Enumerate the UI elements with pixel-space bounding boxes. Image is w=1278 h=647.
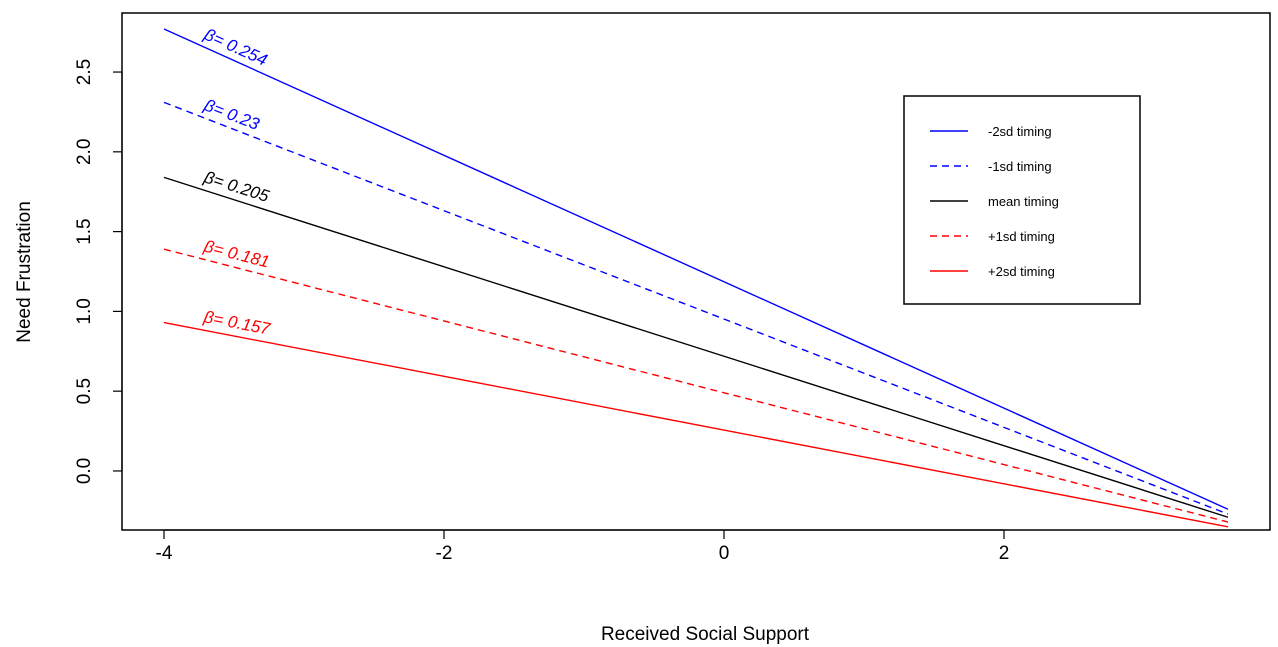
beta-value: = 0.23 (211, 99, 263, 134)
x-axis: -4 -2 0 2 (156, 529, 1010, 564)
series-line-1 (163, 101, 1229, 515)
beta-symbol: β (201, 307, 215, 328)
x-tick-label: -2 (436, 543, 453, 564)
series-line-4 (163, 321, 1229, 528)
y-tick-label: 1.5 (74, 218, 95, 244)
legend: -2sd timing -1sd timing mean timing +1sd ti… (903, 95, 1141, 305)
beta-label-3: β= 0.181 (201, 236, 272, 271)
series-lines (163, 28, 1229, 528)
beta-value: = 0.181 (211, 239, 271, 272)
beta-labels: β= 0.254 β = 0.23 β = 0.205 β= 0.181 β= 0.157 (200, 24, 272, 338)
legend-label-2: mean timing (988, 194, 1059, 209)
y-tick-label: 2.5 (74, 59, 95, 85)
x-tick-label: 0 (719, 543, 730, 564)
y-tick-label: 0.5 (74, 378, 95, 404)
y-axis: 0.0 0.5 1.0 1.5 2.0 2.5 (74, 59, 123, 484)
beta-label-0: β= 0.254 (200, 24, 270, 69)
beta-symbol: β (201, 236, 216, 257)
series-line-3 (163, 248, 1229, 523)
beta-value: = 0.205 (211, 170, 272, 206)
y-tick-label: 2.0 (74, 139, 95, 165)
y-axis-title: Need Frustration (14, 201, 35, 343)
legend-label-3: +1sd timing (988, 229, 1055, 244)
beta-label-4: β= 0.157 (201, 307, 272, 339)
x-tick-label: -4 (156, 543, 173, 564)
legend-label-4: +2sd timing (988, 264, 1055, 279)
y-tick-label: 1.0 (74, 298, 95, 324)
x-tick-label: 2 (999, 543, 1010, 564)
x-axis-title: Received Social Support (601, 624, 810, 645)
beta-value: = 0.157 (212, 309, 272, 339)
legend-box (903, 95, 1141, 305)
y-tick-label: 0.0 (74, 458, 95, 484)
legend-label-0: -2sd timing (988, 124, 1052, 139)
legend-label-1: -1sd timing (988, 159, 1052, 174)
series-line-2 (163, 176, 1229, 518)
series-line-0 (163, 28, 1229, 510)
